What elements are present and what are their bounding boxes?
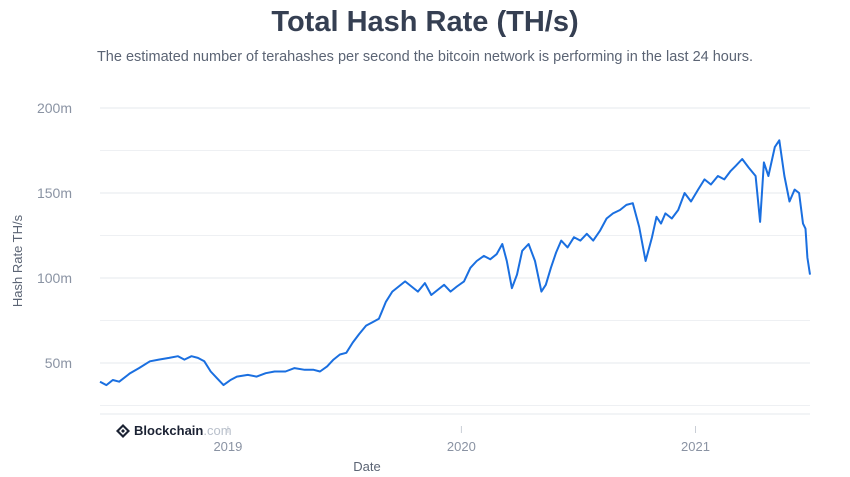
x-axis-label: Date [353,459,380,474]
brand-watermark: Blockchain .com [116,423,232,438]
y-tick-label: 100m [37,270,72,286]
x-tick-label: 2020 [447,439,476,454]
y-axis-label: Hash Rate TH/s [10,214,25,307]
x-tick-label: 2021 [681,439,710,454]
series-line [99,139,811,387]
brand-name: Blockchain [134,423,204,438]
x-axis: 2019 2020 2021 [213,426,710,454]
chart-title: Total Hash Rate (TH/s) [271,6,579,38]
x-tick-label: 2019 [213,439,242,454]
brand-domain: .com [203,423,232,438]
y-axis: 50m 100m 150m 200m [37,100,72,371]
grid-lines [100,107,810,415]
y-tick-label: 50m [45,355,72,371]
chart-subtitle: The estimated number of terahashes per s… [96,49,754,65]
y-tick-label: 200m [37,100,72,116]
y-tick-label: 150m [37,185,72,201]
blockchain-logo-icon [116,423,130,438]
